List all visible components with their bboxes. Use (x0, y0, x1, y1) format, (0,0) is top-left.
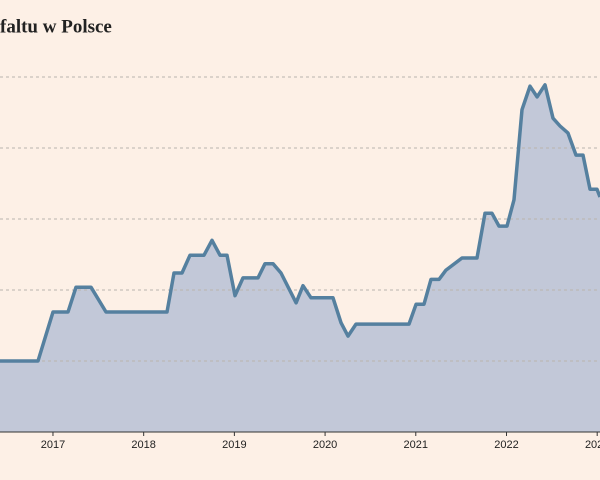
area (0, 84, 600, 433)
chart-title: faltu w Polsce (0, 16, 112, 37)
x-tick-label: 2022 (494, 439, 518, 451)
x-tick-label: 2018 (131, 439, 155, 451)
x-tick-label: 2021 (404, 439, 428, 451)
x-tick-label: 2017 (41, 439, 65, 451)
x-tick-label: 2019 (222, 439, 246, 451)
x-tick-label: 2023 (585, 439, 600, 451)
x-tick-label: 2020 (313, 439, 337, 451)
line (0, 83, 600, 363)
